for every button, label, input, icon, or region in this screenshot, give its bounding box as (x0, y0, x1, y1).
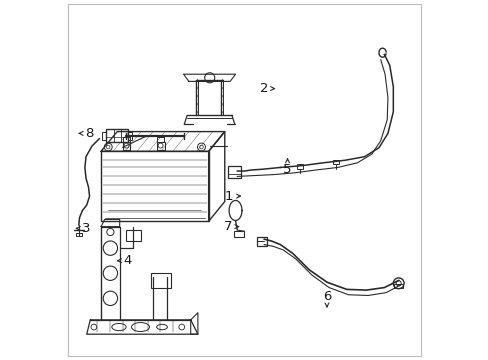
Bar (126, 230, 140, 241)
Bar (332, 160, 338, 164)
Text: 4: 4 (123, 254, 132, 267)
Bar (394, 284, 402, 288)
Bar (76, 233, 81, 236)
Bar (257, 237, 266, 246)
Bar (102, 132, 106, 140)
Text: 6: 6 (322, 290, 330, 303)
Text: 1: 1 (224, 190, 232, 203)
Text: 8: 8 (85, 127, 94, 140)
Text: 3: 3 (82, 222, 91, 235)
Bar (101, 151, 208, 221)
Text: 2: 2 (260, 82, 268, 95)
Bar (151, 273, 171, 288)
Bar (233, 231, 244, 237)
Bar (228, 166, 241, 178)
Bar (297, 164, 303, 168)
Bar (123, 137, 129, 141)
Bar (122, 141, 130, 149)
Bar (128, 132, 132, 140)
Text: 7: 7 (224, 220, 232, 233)
Text: 5: 5 (283, 163, 291, 176)
Bar (106, 129, 128, 142)
Bar (156, 141, 164, 149)
Bar (157, 137, 163, 141)
